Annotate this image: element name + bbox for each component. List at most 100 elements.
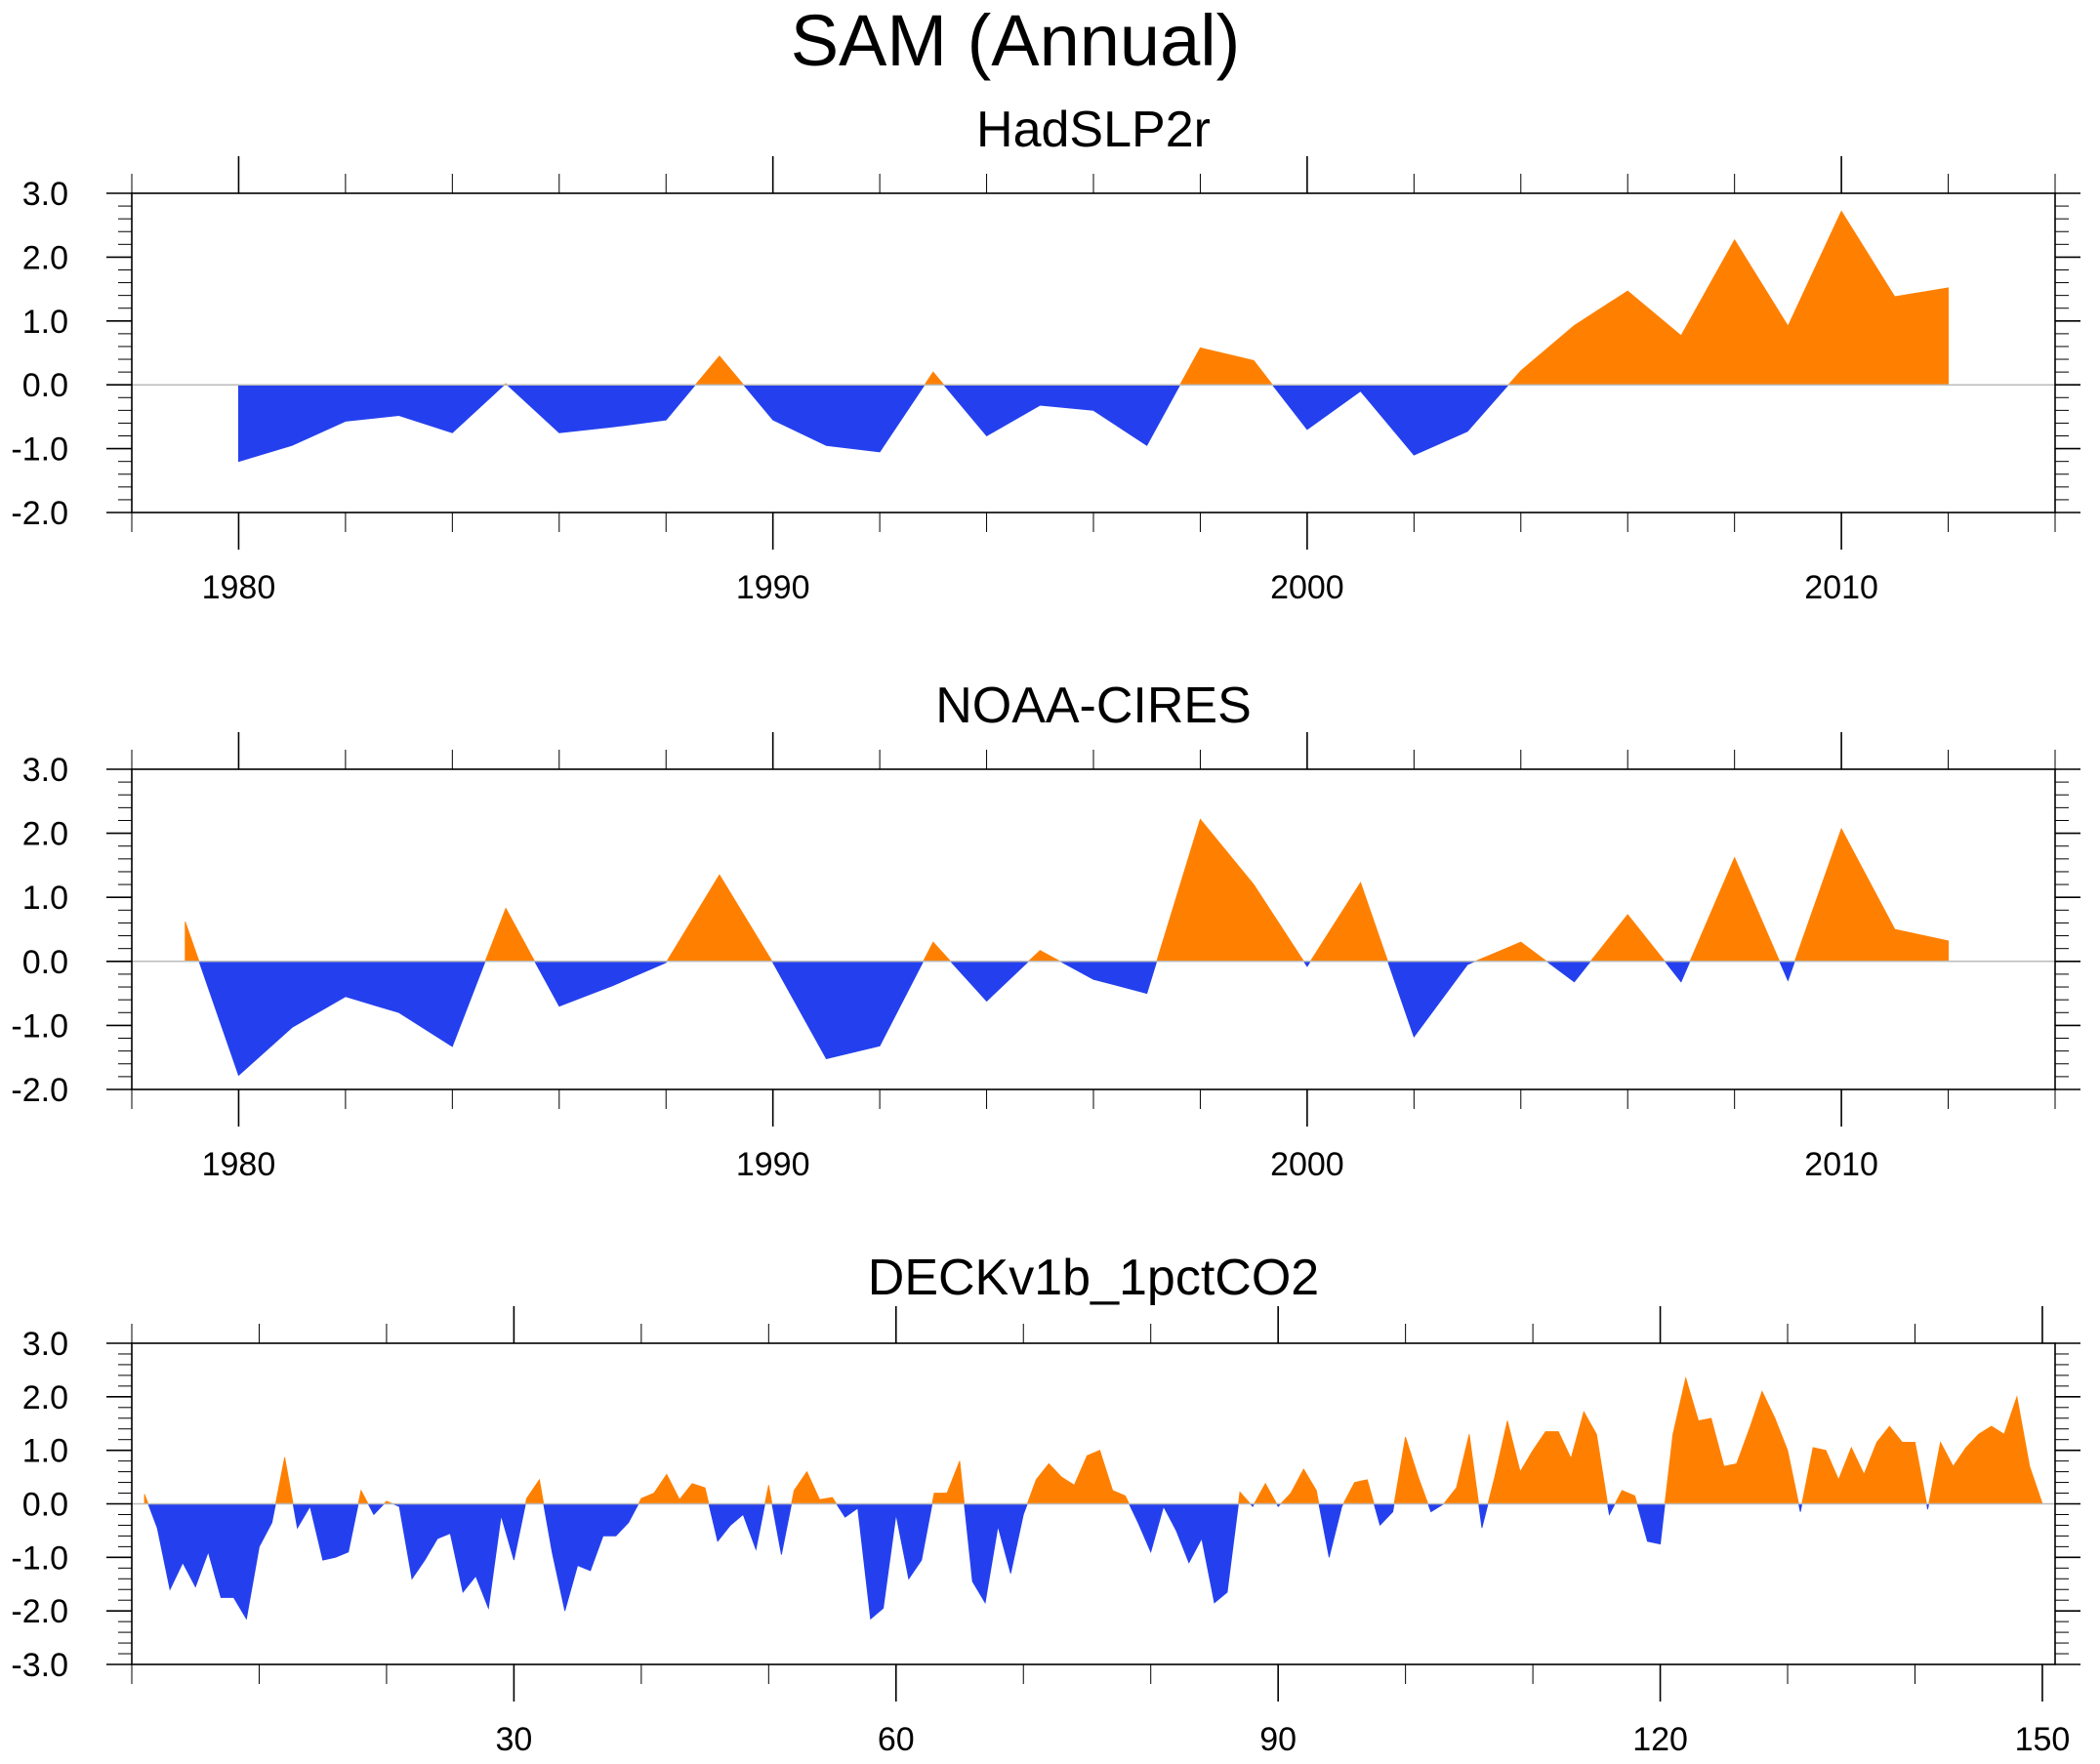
negative-area: [1607, 1503, 1616, 1516]
negative-area: [1779, 961, 1795, 982]
positive-area: [1253, 1482, 1278, 1504]
x-tick-label: 90: [1259, 1721, 1297, 1758]
positive-area: [1393, 1436, 1429, 1504]
negative-area: [506, 384, 697, 433]
negative-area: [543, 1503, 639, 1612]
negative-area: [392, 1503, 526, 1610]
negative-area: [836, 1503, 933, 1620]
positive-area: [1156, 818, 1305, 963]
negative-area: [771, 961, 925, 1059]
y-tick-label: 2.0: [22, 816, 68, 853]
positive-area: [274, 1456, 294, 1504]
y-tick-label: 0.0: [22, 1487, 68, 1524]
panel-1: HadSLP2r 3.0 2.0 1.0 0.0 -1.0 -2.0 1980 1990 2000…: [11, 102, 2080, 606]
positive-area: [924, 371, 945, 386]
negative-area: [1318, 1503, 1344, 1558]
positive-area: [357, 1489, 369, 1504]
positive-area: [791, 1470, 838, 1504]
x-tick-label: 2000: [1270, 569, 1344, 606]
panel-2: NOAA-CIRES 3.0 2.0 1.0 0.0 -1.0 -2.0 1980 1990 20…: [11, 677, 2080, 1183]
positive-area: [923, 941, 952, 963]
panel-title: DECKv1b_1pctCO2: [868, 1250, 1319, 1306]
x-tick-label: 1980: [202, 1146, 276, 1183]
negative-area: [708, 1503, 765, 1551]
negative-area: [237, 384, 506, 463]
x-tick-label: 1990: [736, 569, 810, 606]
negative-area: [964, 1503, 1028, 1605]
x-tick-label: 30: [495, 1721, 532, 1758]
negative-area: [1128, 1503, 1239, 1604]
y-tick-label: 1.0: [22, 304, 68, 341]
positive-area: [1664, 1376, 1799, 1504]
negative-area: [1059, 961, 1158, 995]
y-tick-label: -2.0: [11, 1593, 68, 1630]
y-tick-label: 1.0: [22, 1433, 68, 1470]
negative-area: [949, 961, 1030, 1003]
y-tick-label: 2.0: [22, 239, 68, 276]
positive-area: [1487, 1411, 1609, 1504]
negative-area: [1271, 384, 1509, 456]
y-tick-label: 3.0: [22, 752, 68, 789]
positive-area: [1279, 1468, 1320, 1504]
positive-area: [1474, 941, 1548, 963]
positive-area: [1589, 914, 1667, 963]
positive-area: [1689, 856, 1781, 963]
positive-area: [1238, 1491, 1252, 1504]
positive-area: [185, 921, 200, 963]
positive-area: [524, 1478, 545, 1504]
panel-title: HadSLP2r: [976, 102, 1211, 158]
x-tick-label: 60: [878, 1721, 915, 1758]
positive-area: [1928, 1395, 2043, 1504]
positive-area: [1793, 828, 1949, 963]
y-tick-label: 3.0: [22, 176, 68, 213]
y-tick-label: 0.0: [22, 944, 68, 981]
negative-area: [1545, 961, 1592, 983]
positive-area: [1027, 950, 1061, 963]
y-tick-label: -1.0: [11, 1539, 68, 1577]
y-tick-label: 0.0: [22, 367, 68, 404]
positive-area: [694, 355, 745, 386]
positive-area: [666, 874, 773, 963]
y-tick-label: -3.0: [11, 1647, 68, 1684]
negative-area: [367, 1503, 386, 1516]
y-tick-label: -2.0: [11, 495, 68, 532]
positive-area: [764, 1485, 773, 1504]
positive-area: [1614, 1490, 1638, 1504]
positive-area: [931, 1460, 966, 1504]
panel-3: DECKv1b_1pctCO2 3.0 2.0 1.0 0.0 -1.0 -2.0 -3.0 3…: [11, 1250, 2080, 1758]
x-tick-label: 1980: [202, 569, 276, 606]
positive-area: [484, 907, 536, 963]
y-tick-label: -2.0: [11, 1072, 68, 1109]
positive-area: [1309, 882, 1389, 963]
x-tick-label: 150: [2015, 1721, 2071, 1758]
panel-title: NOAA-CIRES: [935, 677, 1252, 734]
y-tick-label: -1.0: [11, 431, 68, 469]
negative-area: [1427, 1503, 1446, 1513]
negative-area: [1664, 961, 1691, 983]
positive-area: [1179, 347, 1274, 386]
negative-area: [1386, 961, 1476, 1039]
negative-area: [742, 384, 926, 453]
negative-area: [1926, 1503, 1930, 1510]
positive-area: [1026, 1450, 1131, 1504]
negative-area: [1302, 961, 1311, 967]
x-tick-label: 120: [1632, 1721, 1688, 1758]
x-tick-label: 2010: [1804, 1146, 1878, 1183]
negative-area: [1636, 1503, 1666, 1545]
x-tick-label: 1990: [736, 1146, 810, 1183]
y-tick-label: 2.0: [22, 1379, 68, 1416]
positive-area: [1442, 1434, 1480, 1504]
negative-area: [1478, 1503, 1489, 1529]
y-tick-label: 3.0: [22, 1326, 68, 1363]
negative-area: [771, 1503, 793, 1555]
positive-area: [638, 1473, 710, 1504]
negative-area: [1797, 1503, 1803, 1512]
negative-area: [147, 1503, 276, 1620]
main-title: SAM (Annual): [790, 0, 1241, 81]
positive-area: [1342, 1479, 1375, 1504]
x-tick-label: 2010: [1804, 569, 1878, 606]
negative-area: [1373, 1503, 1395, 1527]
x-tick-label: 2000: [1270, 1146, 1344, 1183]
negative-area: [198, 961, 486, 1077]
